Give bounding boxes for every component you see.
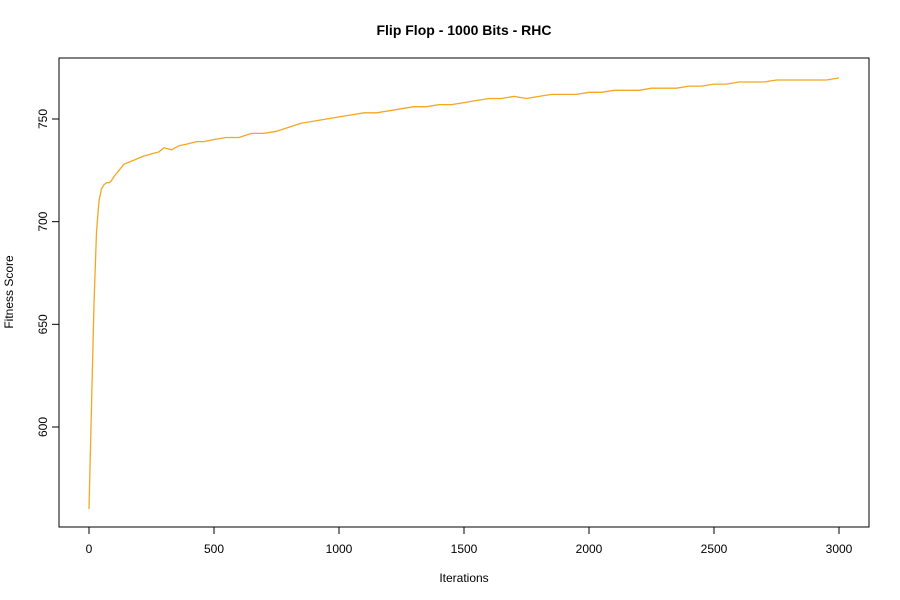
x-tick-label: 3000 xyxy=(826,542,853,556)
y-tick-label: 750 xyxy=(36,109,50,129)
series-layer xyxy=(88,77,840,510)
x-tick-label: 2000 xyxy=(576,542,603,556)
x-tick-label: 500 xyxy=(204,542,224,556)
x-axis-label: Iterations xyxy=(439,571,488,585)
chart-title: Flip Flop - 1000 Bits - RHC xyxy=(376,22,551,38)
x-axis: 0 500 1000 1500 2000 2500 3000 xyxy=(86,526,853,556)
series-line xyxy=(88,77,840,510)
plot-frame xyxy=(58,57,870,528)
y-axis-label: Fitness Score xyxy=(2,255,16,329)
x-tick-label: 0 xyxy=(86,542,93,556)
x-tick-label: 1000 xyxy=(326,542,353,556)
y-axis: 600 650 700 750 xyxy=(36,109,60,437)
x-tick-label: 1500 xyxy=(451,542,478,556)
y-tick-label: 700 xyxy=(36,211,50,231)
y-tick-label: 650 xyxy=(36,314,50,334)
y-tick-label: 600 xyxy=(36,417,50,437)
x-tick-label: 2500 xyxy=(701,542,728,556)
